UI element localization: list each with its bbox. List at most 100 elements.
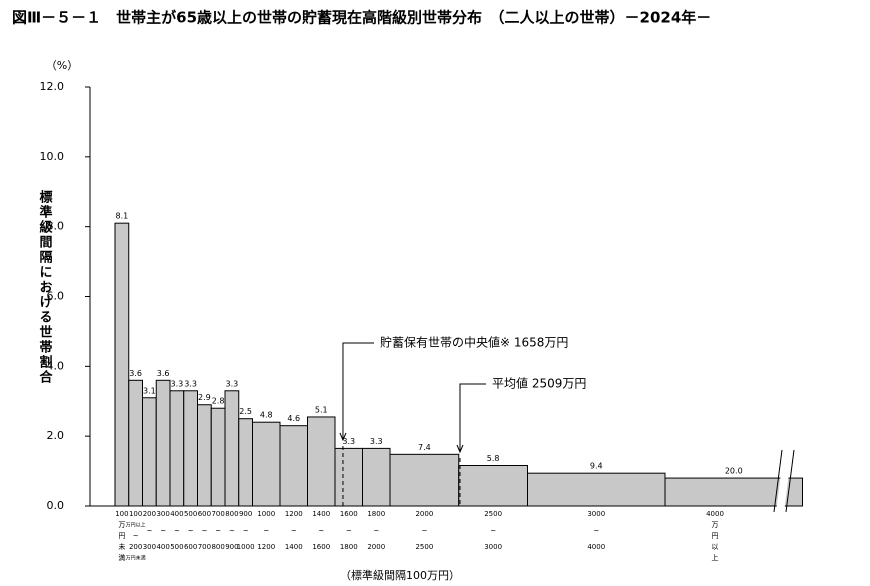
x-axis-title: （標準級間隔100万円） bbox=[340, 568, 460, 582]
bar-value-label: 2.9 bbox=[198, 393, 211, 402]
x-tick-label: 1400 bbox=[312, 510, 330, 518]
x-tick-label: 上 bbox=[712, 553, 719, 562]
bar bbox=[114, 222, 130, 507]
y-tick-label: 6.0 bbox=[47, 290, 65, 303]
annotation-leader bbox=[459, 383, 486, 452]
annotation-text: 貯蓄保有世帯の中央値※ 1658万円 bbox=[380, 335, 568, 350]
annotation-text: 平均値 2509万円 bbox=[492, 376, 586, 391]
x-tick-label: ~ bbox=[229, 527, 235, 535]
x-tick-label: 未 bbox=[118, 542, 125, 551]
x-tick-label: 1200 bbox=[257, 543, 275, 551]
bar-value-label: 4.8 bbox=[260, 411, 273, 420]
bar bbox=[128, 379, 143, 507]
x-tick-label: ~ bbox=[215, 527, 221, 535]
x-tick-label: 300 bbox=[143, 543, 156, 551]
x-tick-label: 700 bbox=[198, 543, 211, 551]
x-tick-label: ~ bbox=[490, 527, 496, 535]
bar-value-label: 3.3 bbox=[342, 437, 355, 446]
x-tick-label: 1600 bbox=[340, 510, 358, 518]
x-tick-label: ~ bbox=[373, 527, 379, 535]
x-tick-label: ~ bbox=[146, 527, 152, 535]
x-tick-label: 900 bbox=[239, 510, 252, 518]
bar bbox=[307, 416, 336, 507]
y-tick-label: 2.0 bbox=[47, 429, 65, 442]
bar-value-label: 3.6 bbox=[129, 369, 142, 378]
bar bbox=[389, 453, 460, 507]
bar-value-label: 2.8 bbox=[212, 397, 225, 406]
x-tick-label: 200 bbox=[129, 543, 142, 551]
bar-value-label: 9.4 bbox=[590, 462, 603, 471]
y-unit: （%） bbox=[46, 59, 78, 72]
annotation-arrowhead bbox=[339, 432, 347, 442]
x-tick-label: ~ bbox=[160, 527, 166, 535]
annotation-leader bbox=[342, 342, 374, 440]
axis-break-gap bbox=[776, 450, 792, 512]
bar bbox=[458, 464, 528, 507]
x-tick-label: ~ bbox=[346, 527, 352, 535]
y-tick-label: 4.0 bbox=[47, 359, 65, 372]
bar bbox=[224, 390, 240, 507]
x-tick-label: 満 bbox=[118, 554, 125, 562]
x-tick-label: 円 bbox=[118, 532, 125, 540]
x-tick-label: ~ bbox=[318, 527, 324, 535]
bar-value-label: 5.1 bbox=[315, 405, 328, 414]
y-tick-label: 10.0 bbox=[40, 150, 65, 163]
x-tick-label: 200 bbox=[143, 510, 156, 518]
x-tick-label: 4000 bbox=[587, 543, 605, 551]
bar bbox=[527, 472, 666, 507]
y-tick-label: 12.0 bbox=[40, 80, 65, 93]
y-tick-label: 0.0 bbox=[47, 499, 65, 512]
x-tick-label: ~ bbox=[263, 527, 269, 535]
bar-value-label: 3.3 bbox=[171, 379, 184, 388]
x-tick-label: 1400 bbox=[285, 543, 303, 551]
x-tick-label: 500 bbox=[170, 543, 183, 551]
y-axis-title: 標準級間隔における世帯割合 bbox=[37, 189, 53, 385]
bar bbox=[252, 421, 281, 507]
x-tick-label: ~ bbox=[593, 527, 599, 535]
bar-value-label: 3.1 bbox=[143, 386, 156, 395]
x-tick-label: ~ bbox=[421, 527, 427, 535]
bar-value-label: 20.0 bbox=[725, 467, 743, 476]
x-tick-label: 万 bbox=[712, 521, 719, 529]
x-tick-label: 400 bbox=[170, 510, 183, 518]
x-tick-label: ~ bbox=[133, 532, 139, 540]
x-tick-label: 1000 bbox=[237, 543, 255, 551]
x-tick-label: 700 bbox=[211, 510, 224, 518]
bar-value-label: 3.3 bbox=[370, 437, 383, 446]
x-tick-label: 400 bbox=[156, 543, 169, 551]
bar bbox=[362, 447, 391, 507]
x-tick-label: ~ bbox=[201, 527, 207, 535]
x-tick-label: 800 bbox=[211, 543, 224, 551]
x-tick-label: 4000 bbox=[706, 510, 724, 518]
bar bbox=[334, 447, 363, 507]
x-tick-label: 100 bbox=[115, 510, 128, 518]
x-tick-label: 1800 bbox=[340, 543, 358, 551]
axis-break bbox=[773, 449, 783, 513]
bar bbox=[197, 404, 212, 507]
x-tick-label: 500 bbox=[184, 510, 197, 518]
bar-value-label: 3.3 bbox=[184, 379, 197, 388]
bar bbox=[169, 390, 185, 507]
bar bbox=[183, 390, 198, 507]
bar-value-label: 8.1 bbox=[116, 212, 129, 221]
x-tick-label: 以 bbox=[712, 543, 719, 551]
bar-value-label: 7.4 bbox=[418, 443, 431, 452]
bar bbox=[279, 425, 308, 507]
x-tick-label: 1200 bbox=[285, 510, 303, 518]
x-tick-label: 600 bbox=[184, 543, 197, 551]
bar bbox=[155, 379, 171, 507]
x-tick-label: 1000 bbox=[257, 510, 275, 518]
y-tick-label: 8.0 bbox=[47, 220, 65, 233]
annotation-arrowhead bbox=[456, 444, 464, 454]
bar bbox=[210, 407, 226, 507]
bar-value-label: 5.8 bbox=[487, 454, 500, 463]
x-tick-label: 1800 bbox=[367, 510, 385, 518]
x-tick-label: 1600 bbox=[312, 543, 330, 551]
bar-value-label: 3.6 bbox=[157, 369, 170, 378]
x-tick-label: 万 bbox=[118, 521, 125, 529]
x-tick-label: 2500 bbox=[415, 543, 433, 551]
chart-title: 図Ⅲ－５－１ 世帯主が65歳以上の世帯の貯蓄現在高階級別世帯分布 （二人以上の世… bbox=[12, 9, 711, 27]
x-tick-label: 600 bbox=[198, 510, 211, 518]
